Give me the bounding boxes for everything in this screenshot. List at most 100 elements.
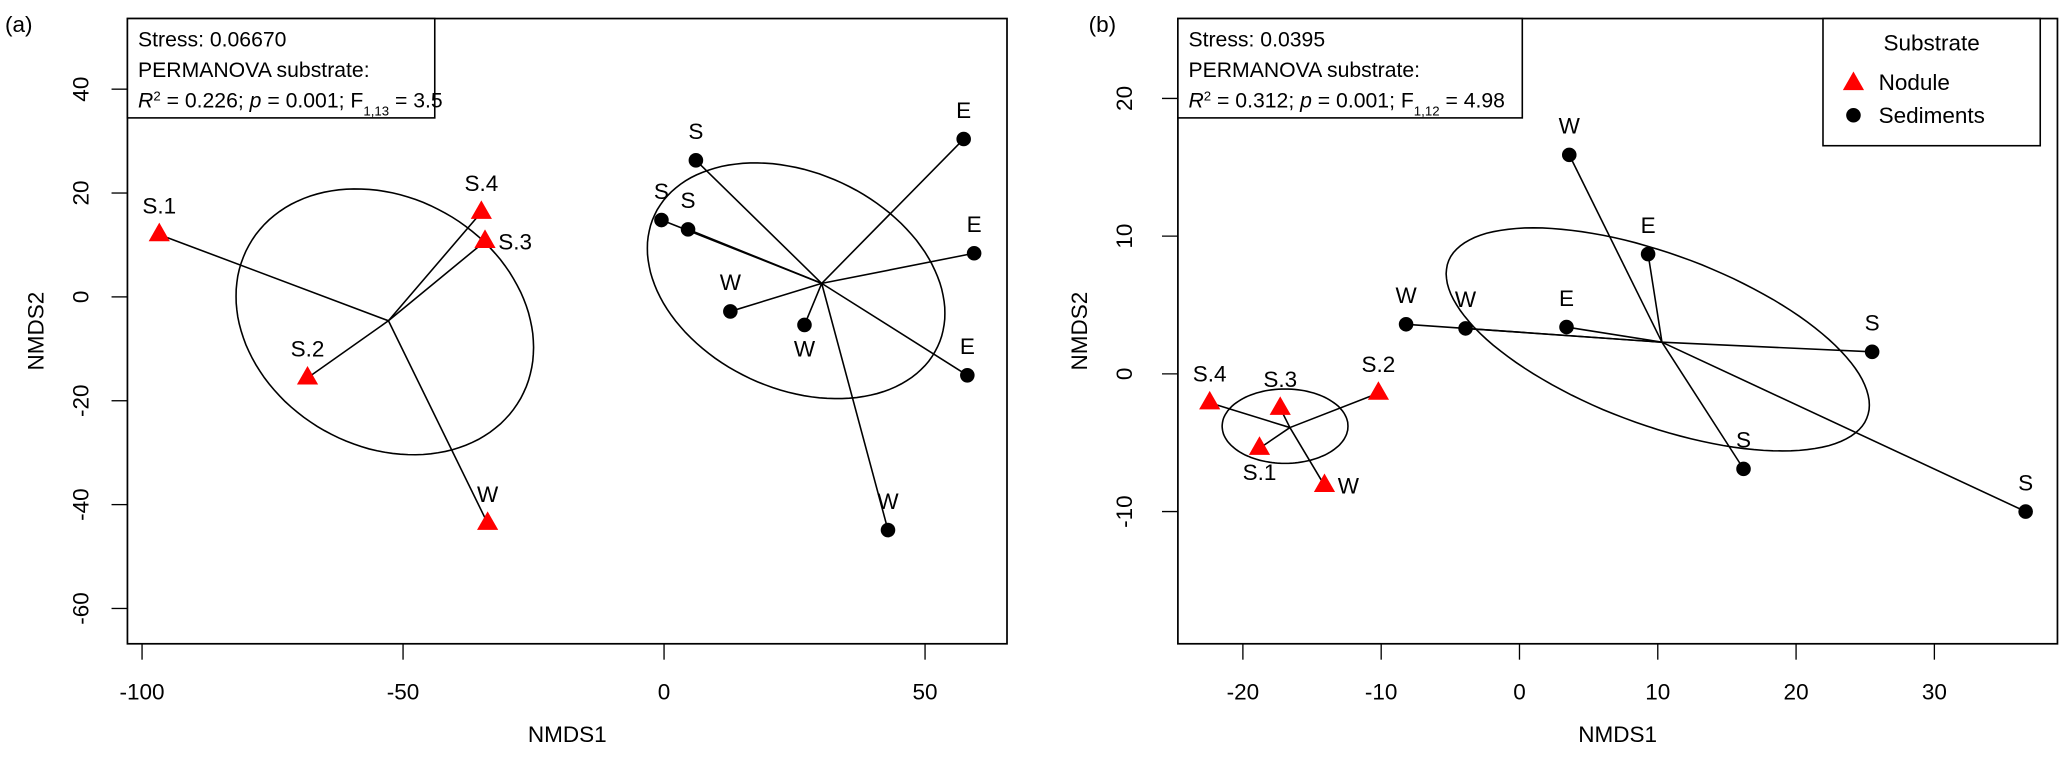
point-label: W — [720, 270, 742, 295]
point-label: S — [2018, 470, 2033, 495]
sediment-point — [723, 304, 738, 319]
point-label: S.2 — [1362, 352, 1396, 377]
sediment-point — [880, 522, 896, 538]
legend-triangle-icon — [1842, 71, 1865, 91]
point-label: S — [1736, 428, 1751, 453]
confidence-ellipse — [1221, 388, 1349, 465]
legend-item-sediments: Sediments — [1879, 103, 1985, 128]
stat-r: R — [138, 89, 153, 112]
y-tick-label: -20 — [68, 384, 93, 417]
permanova-result: R2 = 0.226; p = 0.001; F1,13 = 3.5 — [138, 88, 443, 118]
x-tick-label: -100 — [120, 679, 165, 704]
stat-r-val: = 0.226; — [161, 89, 250, 112]
spider-segment — [1661, 341, 1745, 470]
point-label: S.2 — [291, 337, 325, 362]
confidence-ellipse — [646, 162, 946, 400]
legend-circle-icon — [1846, 107, 1861, 123]
sediment-point — [1458, 321, 1473, 336]
legend-frame — [1822, 17, 2042, 147]
sediment-point — [654, 212, 669, 228]
point-label: W — [1338, 473, 1360, 498]
panel-label: (a) — [5, 12, 32, 37]
spider-segment — [1209, 402, 1291, 429]
stats-frame — [1177, 17, 1524, 119]
stat-f-sub: 1,12 — [1414, 103, 1440, 118]
stats-frame — [126, 17, 436, 119]
point-label: E — [956, 98, 971, 123]
point-label: E — [960, 334, 975, 359]
spider-segment — [1259, 426, 1291, 449]
sediment-point — [797, 317, 812, 333]
sediment-point — [1398, 316, 1414, 332]
stat-r-sup: 2 — [153, 88, 160, 103]
stat-f-val: = 4.98 — [1440, 89, 1505, 112]
sediment-point — [688, 153, 704, 168]
x-tick-label: -10 — [1365, 679, 1398, 704]
spider-segment — [387, 320, 489, 524]
sediment-point — [2018, 504, 2033, 519]
spider-segment — [387, 211, 482, 322]
spider-segment — [1661, 341, 2026, 513]
sediment-point — [1561, 147, 1577, 163]
y-tick-label: -60 — [68, 592, 93, 625]
y-axis-label: NMDS2 — [1067, 292, 1092, 371]
group-nodule: S.4 S.3 S.2 S.1 W — [1193, 352, 1396, 498]
stress-text: Stress: 0.0395 — [1188, 28, 1325, 51]
confidence-ellipse — [1445, 227, 1871, 452]
sediment-point — [1864, 344, 1880, 360]
x-tick-label: -50 — [387, 679, 420, 704]
spider-segment — [1647, 253, 1663, 343]
spider-segment — [1465, 327, 1662, 343]
nodule-point — [1269, 396, 1291, 415]
nodule-point — [470, 200, 492, 219]
x-axis-label: NMDS1 — [1578, 722, 1657, 747]
group-sediments: W W E E W S S S — [1395, 114, 2033, 519]
sediment-point — [1559, 319, 1574, 335]
point-label: W — [477, 482, 499, 507]
panel-a: (a) -100 -50 0 50 -60 -40 -20 0 20 40 NMDS1 NMDS2 Str… — [5, 12, 1008, 747]
sediment-point — [966, 245, 982, 261]
stats-box: Stress: 0.0395 PERMANOVA substrate: R2 = 0… — [1177, 17, 1524, 119]
x-tick-label: -20 — [1227, 679, 1260, 704]
point-label: W — [1455, 287, 1477, 312]
spider-segment — [821, 252, 975, 285]
spider-segment — [1289, 392, 1379, 429]
point-label: S.3 — [1263, 367, 1297, 392]
y-tick-label: 0 — [68, 291, 93, 304]
spider-segment — [821, 282, 968, 376]
point-label: W — [1559, 114, 1581, 139]
nodule-point — [474, 229, 496, 248]
y-axis-label: NMDS2 — [23, 292, 48, 371]
spider-segment — [820, 283, 889, 531]
plot-frame — [1177, 17, 2059, 645]
point-label: E — [1641, 213, 1656, 238]
point-label: E — [967, 212, 982, 237]
stats-box: Stress: 0.06670 PERMANOVA substrate: R2 = … — [126, 17, 443, 119]
point-label: S.1 — [142, 193, 176, 218]
sediment-point — [1736, 461, 1751, 477]
sediment-point — [956, 131, 971, 147]
nodule-point — [1367, 381, 1390, 400]
point-label: E — [1559, 286, 1574, 311]
stress-text: Stress: 0.06670 — [138, 28, 286, 51]
spider-segment — [387, 240, 486, 322]
spider-segment — [1566, 326, 1663, 343]
stat-r: R — [1188, 89, 1203, 112]
x-tick-label: 20 — [1784, 679, 1809, 704]
y-tick-label: 40 — [68, 77, 93, 102]
spider-segment — [730, 282, 822, 313]
nodule-point — [296, 365, 319, 385]
nodule-point — [148, 222, 170, 242]
point-label: S.4 — [1193, 362, 1227, 387]
spider-segment — [1661, 341, 1873, 353]
x-axis-label: NMDS1 — [528, 722, 607, 747]
spider-segment — [687, 228, 822, 285]
x-tick-label: 10 — [1645, 679, 1670, 704]
y-tick-label: 20 — [1112, 86, 1137, 111]
spider-segment — [803, 283, 823, 326]
nodule-point — [477, 511, 499, 530]
permanova-title: PERMANOVA substrate: — [1188, 59, 1420, 82]
point-label: S — [1865, 311, 1880, 336]
y-tick-label: -10 — [1112, 495, 1137, 528]
